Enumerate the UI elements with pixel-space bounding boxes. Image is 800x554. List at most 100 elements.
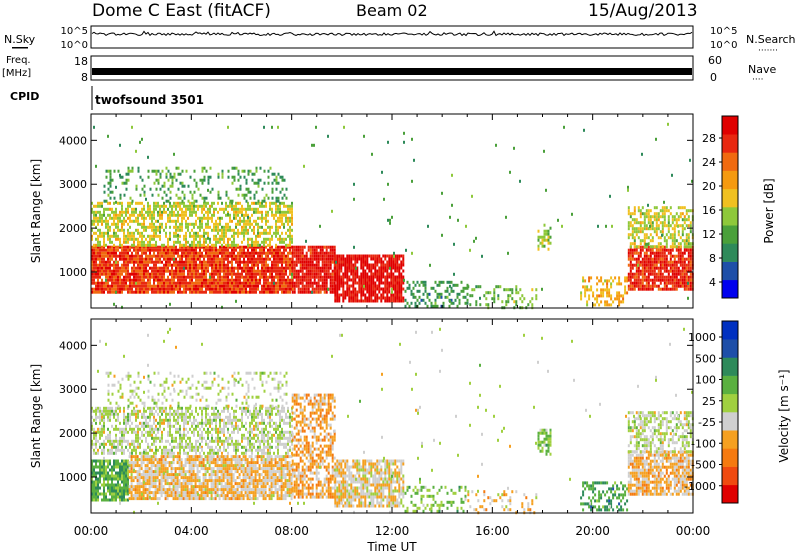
power-cell [325,263,328,267]
power-cell [245,254,247,258]
power-cell [243,260,245,264]
power-cell [141,254,143,258]
power-cell [350,266,353,270]
power-cell [97,254,99,258]
power-cell [259,231,261,235]
power-cell [293,248,296,252]
power-cell [685,242,688,246]
power-cell [207,284,209,288]
power-cell [269,243,271,247]
power-cell [117,254,119,258]
power-cell [653,218,656,222]
power-cell [145,266,147,270]
power-cell [193,248,195,252]
power-cell [141,243,143,247]
power-cell [221,284,223,288]
power-cell [197,234,199,238]
power-cell [689,245,692,249]
power-colorbar-tick-label: 8 [709,252,716,265]
power-cell [93,219,95,223]
power-cell [637,206,640,210]
power-cell [685,278,688,282]
power-cell [201,251,203,255]
power-cell [293,260,296,264]
power-cell [123,287,125,291]
power-cell [679,269,682,273]
power-cell [635,266,638,270]
power-cell [103,257,105,261]
power-cell [689,272,692,276]
power-cell [219,240,221,244]
power-cell [626,279,629,283]
power-cell [665,206,668,210]
power-cell [499,285,502,289]
power-cell [329,257,332,261]
power-cell [165,234,167,238]
power-cell [681,254,684,258]
power-cell [503,288,506,292]
power-cell [227,237,229,241]
power-cell [239,260,241,264]
power-cell [641,281,644,285]
power-cell [189,201,191,205]
power-cell [109,269,111,273]
power-cell [458,292,461,296]
power-cell [667,227,670,231]
power-cell [600,276,603,280]
power-cell [101,245,103,249]
power-cell [247,190,250,194]
power-cell [173,175,176,179]
velocity-cell [123,474,125,478]
power-cell [653,251,656,255]
power-cell [289,248,291,252]
power-cell [665,266,668,270]
nsky-label: N.Sky [4,33,36,46]
power-cell [131,207,133,211]
power-cell [267,210,269,214]
power-cell [249,278,251,282]
power-cell [155,248,157,252]
power-cell [227,245,229,249]
power-cell [265,263,267,267]
power-cell [380,299,383,303]
power-cell [137,254,139,258]
power-cell [221,305,223,309]
power-cell [201,225,203,229]
velocity-cell [95,495,97,499]
power-cell [677,224,679,228]
power-cell [590,288,593,292]
power-cell [275,199,278,203]
power-cell [97,243,99,247]
power-cell [637,272,640,276]
power-cell [201,245,203,249]
power-cell [370,287,373,291]
power-cell [295,275,298,279]
power-cell [641,152,643,156]
power-cell [221,216,223,220]
power-cell [681,251,684,255]
power-cell [327,275,330,279]
power-cell [386,263,389,267]
power-cell [629,278,632,282]
power-cell [311,248,314,252]
power-cell [291,266,294,270]
power-cell [197,251,199,255]
power-cell [281,245,283,249]
power-cell [99,204,101,208]
power-cell [547,247,550,251]
velocity-cell [142,455,145,459]
power-cell [127,201,129,205]
power-cell [123,219,125,223]
power-cell [333,281,336,285]
power-cell [207,216,209,220]
power-cell [223,225,225,229]
power-cell [107,134,109,138]
power-cell [111,281,113,285]
power-cell [93,248,95,252]
power-cell [261,287,263,291]
power-cell [215,225,217,229]
power-cell [195,181,198,185]
velocity-cell [113,465,115,469]
power-cell [627,212,630,216]
power-cell [205,216,207,220]
